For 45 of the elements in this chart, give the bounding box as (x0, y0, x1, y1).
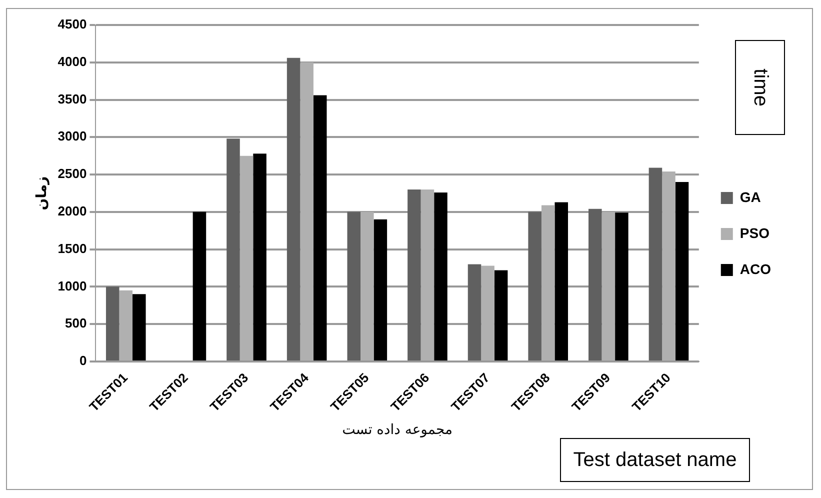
bar (132, 294, 146, 360)
bar (494, 270, 508, 360)
bar (106, 286, 120, 360)
y-tick-label: 0 (79, 353, 87, 368)
bar (374, 219, 388, 360)
bar (588, 208, 602, 360)
legend-label: GA (740, 188, 761, 205)
y-tick-label: 3500 (58, 91, 87, 106)
y-tick-label: 2000 (58, 203, 87, 218)
bar (192, 212, 206, 360)
x-axis-title: مجموعه داده تست (342, 422, 453, 438)
bar (286, 58, 300, 360)
text: time (748, 68, 772, 106)
bar (347, 212, 361, 360)
bar (300, 62, 314, 360)
y-tick-label: 4000 (58, 54, 87, 69)
bar (648, 168, 662, 360)
text: Test dataset name (573, 448, 737, 472)
bar (481, 266, 494, 360)
bar (360, 212, 374, 360)
bar (554, 202, 568, 360)
y-tick-label: 1500 (58, 240, 87, 256)
bar (420, 189, 434, 360)
bar (615, 212, 628, 360)
y-tick-label: 2500 (58, 166, 87, 182)
y-tick-label: 4500 (58, 16, 87, 32)
bar (434, 192, 448, 360)
bar (662, 172, 676, 360)
bar (408, 189, 421, 360)
bar (541, 205, 555, 360)
legend-label: ACO (740, 260, 772, 277)
bar (468, 264, 482, 360)
bar (313, 95, 327, 360)
y-tick-label: 1000 (58, 278, 87, 294)
bar (240, 156, 254, 360)
bar (253, 154, 266, 360)
bar (675, 182, 689, 360)
bar (226, 138, 240, 360)
bar (119, 290, 133, 360)
bar (528, 212, 542, 360)
legend-label: PSO (740, 224, 770, 241)
y-tick-label: 3000 (58, 128, 87, 144)
y-tick-label: 500 (65, 316, 87, 331)
bar (602, 212, 616, 360)
y-axis-title: زمان (34, 176, 50, 210)
